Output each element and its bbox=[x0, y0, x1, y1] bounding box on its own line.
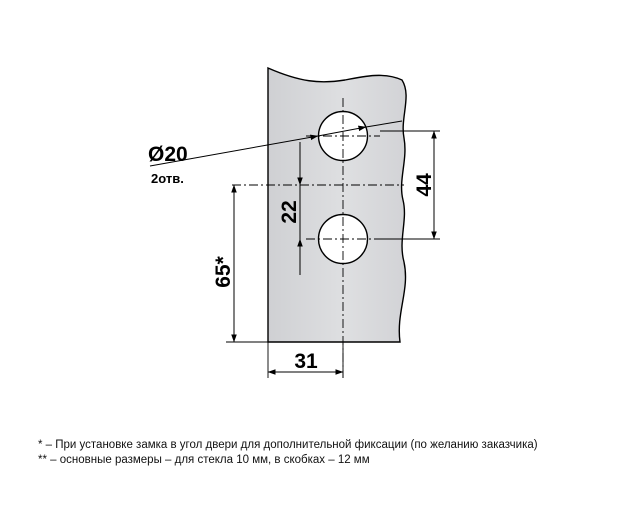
diameter-leader-tail bbox=[365, 120, 403, 128]
diameter-leader-inner bbox=[317, 125, 367, 137]
diameter-label: Ø20 bbox=[148, 143, 188, 166]
dim-label-44: 44 bbox=[413, 173, 436, 197]
footnote-2: ** – основные размеры – для стекла 10 мм… bbox=[38, 454, 370, 466]
holes-count-label: 2отв. bbox=[151, 171, 184, 186]
dimension-lines bbox=[149, 120, 437, 375]
dim-label-65: 65* bbox=[212, 255, 235, 287]
glass-panel bbox=[267, 66, 407, 343]
diameter-leader bbox=[149, 134, 319, 167]
dim-label-31: 31 bbox=[294, 350, 318, 373]
footnote-1: * – При установке замка в угол двери для… bbox=[38, 439, 538, 451]
footnotes: * – При установке замка в угол двери для… bbox=[38, 438, 628, 468]
dim-label-22: 22 bbox=[278, 200, 301, 223]
